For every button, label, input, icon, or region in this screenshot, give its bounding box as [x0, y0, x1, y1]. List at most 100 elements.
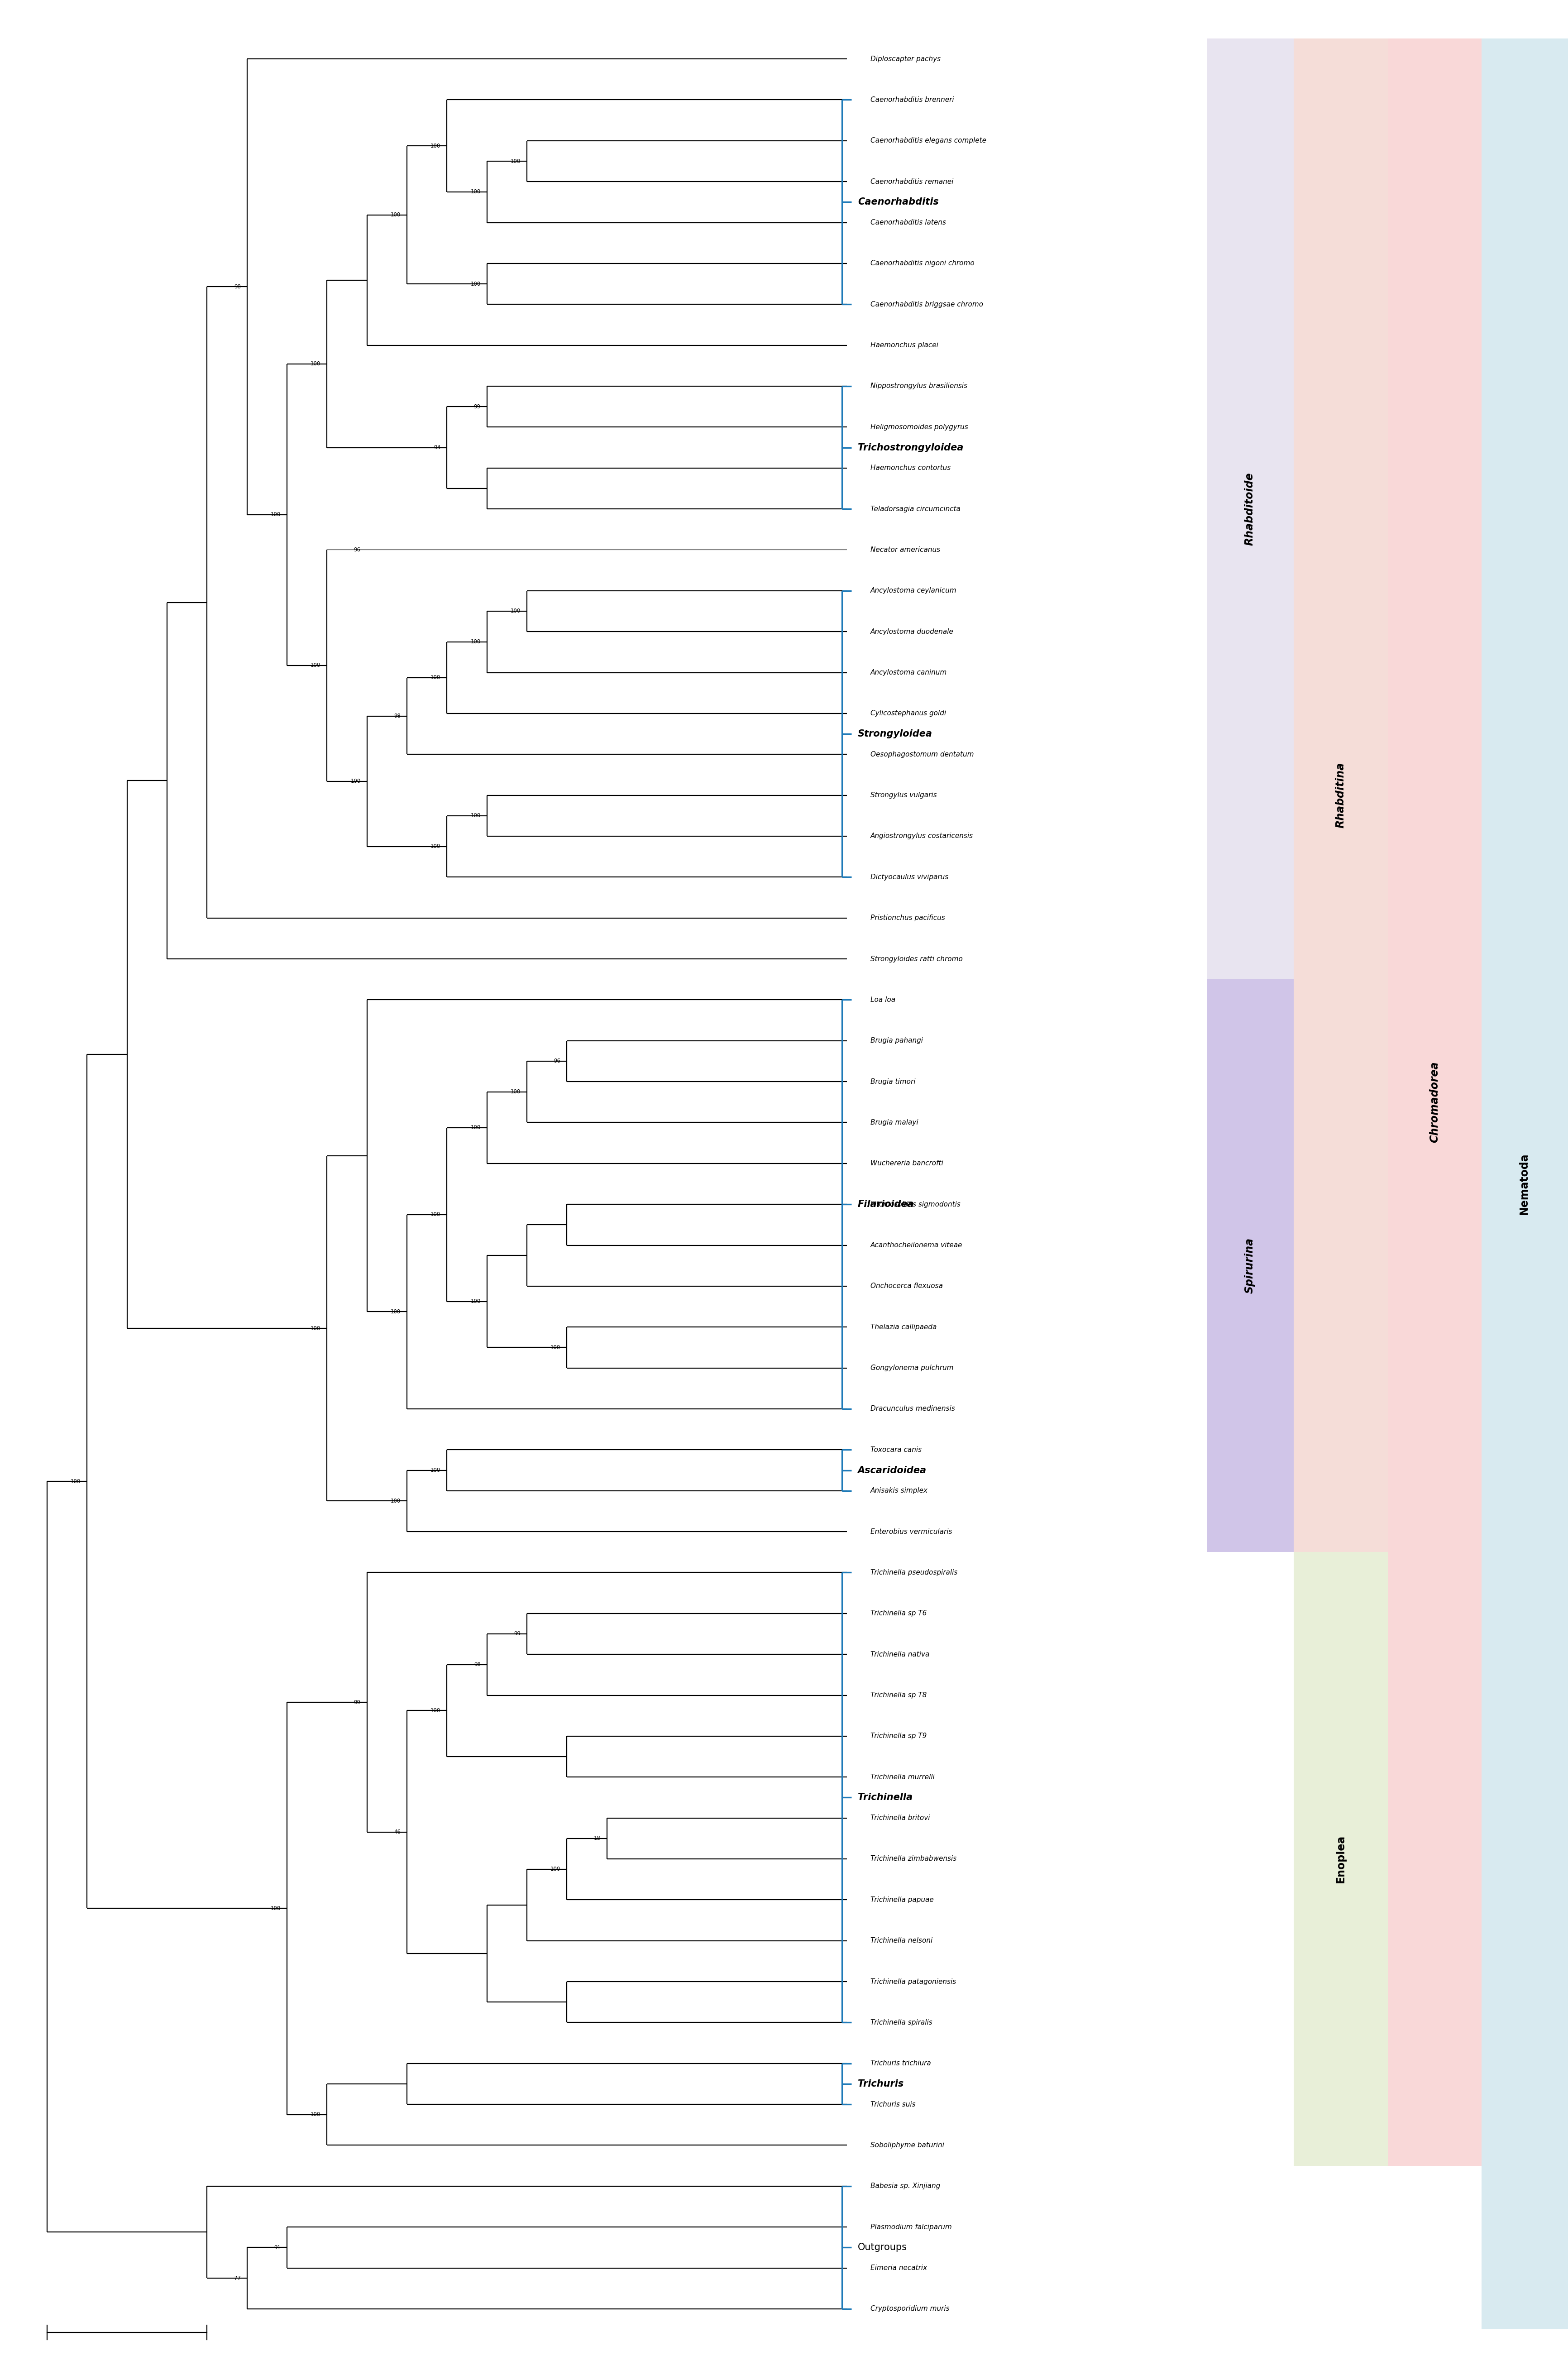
Text: 100: 100: [71, 1480, 82, 1484]
Text: 100: 100: [550, 1345, 561, 1350]
Text: 96: 96: [354, 547, 361, 554]
Text: 100: 100: [310, 1326, 320, 1331]
FancyBboxPatch shape: [1207, 980, 1294, 1553]
Text: 77: 77: [234, 2276, 241, 2281]
Text: Trichuris suis: Trichuris suis: [870, 2102, 916, 2109]
Text: Outgroups: Outgroups: [858, 2243, 906, 2252]
Text: Caenorhabditis: Caenorhabditis: [858, 198, 939, 207]
Text: Caenorhabditis nigoni chromo: Caenorhabditis nigoni chromo: [870, 259, 974, 266]
Text: Dracunculus medinensis: Dracunculus medinensis: [870, 1407, 955, 1411]
Text: 100: 100: [271, 1906, 281, 1911]
Text: Chromadorea: Chromadorea: [1430, 1063, 1439, 1143]
Text: 46: 46: [394, 1828, 401, 1835]
Text: Brugia malayi: Brugia malayi: [870, 1119, 917, 1126]
Text: Trichostrongyloidea: Trichostrongyloidea: [858, 443, 963, 452]
Text: Trichuris trichiura: Trichuris trichiura: [870, 2059, 931, 2066]
Text: Litomosoides sigmodontis: Litomosoides sigmodontis: [870, 1202, 960, 1209]
Text: Trichuris: Trichuris: [858, 2080, 903, 2087]
Text: 98: 98: [474, 1661, 480, 1668]
Text: Nippostrongylus brasiliensis: Nippostrongylus brasiliensis: [870, 382, 967, 389]
Text: 100: 100: [271, 511, 281, 518]
Text: 98: 98: [394, 714, 401, 719]
Text: 100: 100: [310, 662, 320, 669]
FancyBboxPatch shape: [1207, 38, 1294, 980]
Text: 100: 100: [511, 1088, 521, 1096]
Text: 94: 94: [434, 445, 441, 450]
Text: 100: 100: [550, 1866, 561, 1873]
Text: 100: 100: [511, 608, 521, 615]
FancyBboxPatch shape: [1294, 1553, 1388, 2165]
Text: Trichinella sp T9: Trichinella sp T9: [870, 1732, 927, 1739]
Text: Toxocara canis: Toxocara canis: [870, 1447, 922, 1454]
Text: Cryptosporidium muris: Cryptosporidium muris: [870, 2307, 949, 2311]
Text: Strongyloides ratti chromo: Strongyloides ratti chromo: [870, 957, 963, 961]
Text: Strongylus vulgaris: Strongylus vulgaris: [870, 792, 936, 799]
Text: 100: 100: [431, 1211, 441, 1218]
Text: 100: 100: [390, 1310, 401, 1315]
Text: Soboliphyme baturini: Soboliphyme baturini: [870, 2142, 944, 2149]
Text: Trichinella nelsoni: Trichinella nelsoni: [870, 1937, 933, 1944]
Text: Trichinella patagoniensis: Trichinella patagoniensis: [870, 1979, 956, 1986]
Text: Thelazia callipaeda: Thelazia callipaeda: [870, 1324, 936, 1331]
Text: Trichinella spiralis: Trichinella spiralis: [870, 2019, 931, 2026]
Text: Trichinella sp T6: Trichinella sp T6: [870, 1609, 927, 1616]
Text: Ascaridoidea: Ascaridoidea: [858, 1465, 927, 1475]
Text: Ancylostoma duodenale: Ancylostoma duodenale: [870, 629, 953, 636]
Text: Haemonchus contortus: Haemonchus contortus: [870, 464, 950, 471]
Text: Dictyocaulus viviparus: Dictyocaulus viviparus: [870, 874, 949, 881]
Text: Trichinella britovi: Trichinella britovi: [870, 1814, 930, 1821]
Text: 100: 100: [470, 638, 480, 646]
Text: Teladorsagia circumcincta: Teladorsagia circumcincta: [870, 507, 960, 511]
Text: Brugia timori: Brugia timori: [870, 1079, 916, 1086]
Text: Caenorhabditis elegans complete: Caenorhabditis elegans complete: [870, 137, 986, 144]
Text: 100: 100: [431, 674, 441, 681]
Text: Ancylostoma caninum: Ancylostoma caninum: [870, 669, 947, 676]
Text: 100: 100: [351, 777, 361, 785]
Text: 100: 100: [431, 1708, 441, 1713]
Text: Trichinella nativa: Trichinella nativa: [870, 1652, 930, 1659]
Text: 18: 18: [594, 1835, 601, 1842]
Text: 96: 96: [554, 1058, 561, 1065]
Text: Trichinella sp T8: Trichinella sp T8: [870, 1692, 927, 1699]
Text: Caenorhabditis remanei: Caenorhabditis remanei: [870, 179, 953, 186]
Text: Haemonchus placei: Haemonchus placei: [870, 342, 938, 349]
Text: Gongylonema pulchrum: Gongylonema pulchrum: [870, 1364, 953, 1371]
Text: Angiostrongylus costaricensis: Angiostrongylus costaricensis: [870, 832, 974, 839]
Text: Oesophagostomum dentatum: Oesophagostomum dentatum: [870, 752, 974, 759]
Text: Brugia pahangi: Brugia pahangi: [870, 1037, 922, 1044]
Text: Caenorhabditis brenneri: Caenorhabditis brenneri: [870, 97, 953, 104]
Text: Heligmosomoides polygyrus: Heligmosomoides polygyrus: [870, 424, 967, 431]
Text: 99: 99: [474, 403, 480, 410]
Text: 100: 100: [390, 1498, 401, 1503]
Text: Babesia sp. Xinjiang: Babesia sp. Xinjiang: [870, 2182, 941, 2189]
FancyBboxPatch shape: [1294, 38, 1388, 1553]
Text: 100: 100: [470, 1124, 480, 1131]
Text: 100: 100: [431, 144, 441, 148]
Text: Filarioidea: Filarioidea: [858, 1199, 914, 1209]
Text: Anisakis simplex: Anisakis simplex: [870, 1487, 928, 1494]
Text: Ancylostoma ceylanicum: Ancylostoma ceylanicum: [870, 587, 956, 594]
Text: 100: 100: [310, 2111, 320, 2118]
Text: Trichinella zimbabwensis: Trichinella zimbabwensis: [870, 1857, 956, 1861]
Text: Strongyloidea: Strongyloidea: [858, 730, 933, 737]
Text: Trichinella pseudospiralis: Trichinella pseudospiralis: [870, 1569, 958, 1576]
Text: 98: 98: [234, 283, 241, 290]
Text: Rhabditoide: Rhabditoide: [1245, 471, 1254, 547]
Text: Trichinella: Trichinella: [858, 1793, 913, 1802]
Text: 100: 100: [310, 360, 320, 368]
Text: Enoplea: Enoplea: [1336, 1835, 1345, 1882]
Text: Plasmodium falciparum: Plasmodium falciparum: [870, 2224, 952, 2231]
Text: Caenorhabditis briggsae chromo: Caenorhabditis briggsae chromo: [870, 302, 983, 309]
Text: 100: 100: [511, 158, 521, 165]
Text: Rhabditina: Rhabditina: [1336, 763, 1345, 829]
Text: Caenorhabditis latens: Caenorhabditis latens: [870, 219, 946, 226]
Text: Wuchereria bancrofti: Wuchereria bancrofti: [870, 1159, 942, 1166]
Text: 91: 91: [274, 2245, 281, 2250]
Text: Acanthocheilonema viteae: Acanthocheilonema viteae: [870, 1242, 963, 1249]
Text: 99: 99: [514, 1630, 521, 1637]
Text: Necator americanus: Necator americanus: [870, 547, 939, 554]
Text: 100: 100: [470, 188, 480, 196]
Text: Pristionchus pacificus: Pristionchus pacificus: [870, 914, 946, 921]
Text: 100: 100: [470, 1298, 480, 1305]
Text: Enterobius vermicularis: Enterobius vermicularis: [870, 1529, 952, 1536]
